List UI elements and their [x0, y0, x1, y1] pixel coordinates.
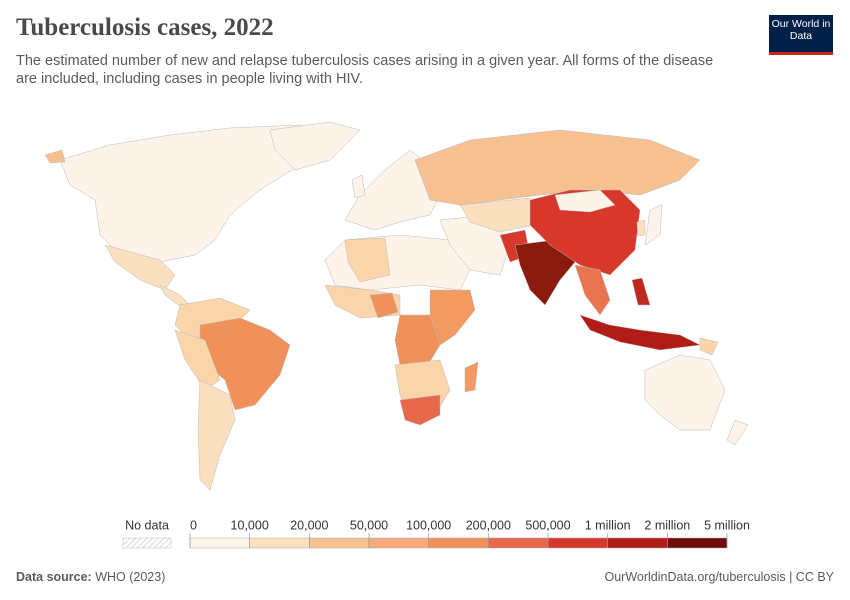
no-data-swatch	[122, 537, 172, 549]
australia	[644, 354, 726, 431]
footer-link[interactable]: OurWorldinData.org/tuberculosis | CC BY	[604, 570, 835, 584]
title: Tuberculosis cases, 2022	[16, 14, 274, 41]
legend-tick-label: 100,000	[406, 518, 451, 532]
greenland	[269, 121, 361, 171]
data-source-value: WHO (2023)	[95, 570, 166, 584]
legend: No data 0 10,000 20,000 50,000 100,000 200,00…	[122, 518, 750, 549]
algeria	[344, 237, 391, 283]
southern-cone	[197, 379, 236, 491]
peru-bolivia	[174, 329, 221, 391]
legend-tick-label: 500,000	[525, 518, 570, 532]
data-source-label: Data source:	[16, 570, 92, 584]
legend-tick-label: 0	[190, 518, 197, 532]
logo[interactable]: Our World in Data	[769, 15, 833, 55]
mongolia	[554, 189, 616, 213]
subtitle: The estimated number of new and relapse …	[16, 53, 714, 87]
world-map	[44, 121, 749, 491]
central-asia	[459, 197, 536, 233]
legend-swatch	[309, 537, 370, 549]
indonesia	[579, 314, 701, 351]
madagascar	[464, 361, 479, 393]
legend-tick-label: 5 million	[704, 518, 750, 532]
new-zealand	[726, 419, 749, 446]
legend-swatch	[189, 537, 250, 549]
legend-swatch	[607, 537, 668, 549]
legend-swatch	[667, 537, 728, 549]
legend-swatch	[428, 537, 489, 549]
legend-tick-label: 10,000	[231, 518, 269, 532]
legend-swatch	[547, 537, 608, 549]
legend-tick-label: 20,000	[290, 518, 328, 532]
nigeria	[369, 292, 399, 319]
korea	[636, 219, 646, 237]
central-america	[159, 284, 191, 306]
legend-tick-label: 1 million	[585, 518, 631, 532]
east-africa	[429, 289, 476, 346]
china	[529, 189, 641, 276]
legend-swatch	[368, 537, 429, 549]
legend-tick-label: 200,000	[466, 518, 511, 532]
logo-text: Our World in Data	[771, 18, 831, 42]
japan	[644, 204, 663, 246]
north-america	[59, 124, 341, 263]
no-data-label: No data	[125, 518, 169, 532]
data-source: Data source: WHO (2023)	[16, 570, 165, 584]
south-africa	[399, 394, 441, 426]
philippines	[631, 277, 651, 306]
legend-swatch	[488, 537, 549, 549]
legend-swatch	[249, 537, 310, 549]
alaska	[44, 149, 66, 164]
southeast-asia	[574, 264, 611, 316]
papua-new-guinea	[699, 337, 719, 356]
uk	[351, 174, 366, 199]
legend-tick-label: 50,000	[350, 518, 388, 532]
legend-tick-label: 2 million	[644, 518, 690, 532]
